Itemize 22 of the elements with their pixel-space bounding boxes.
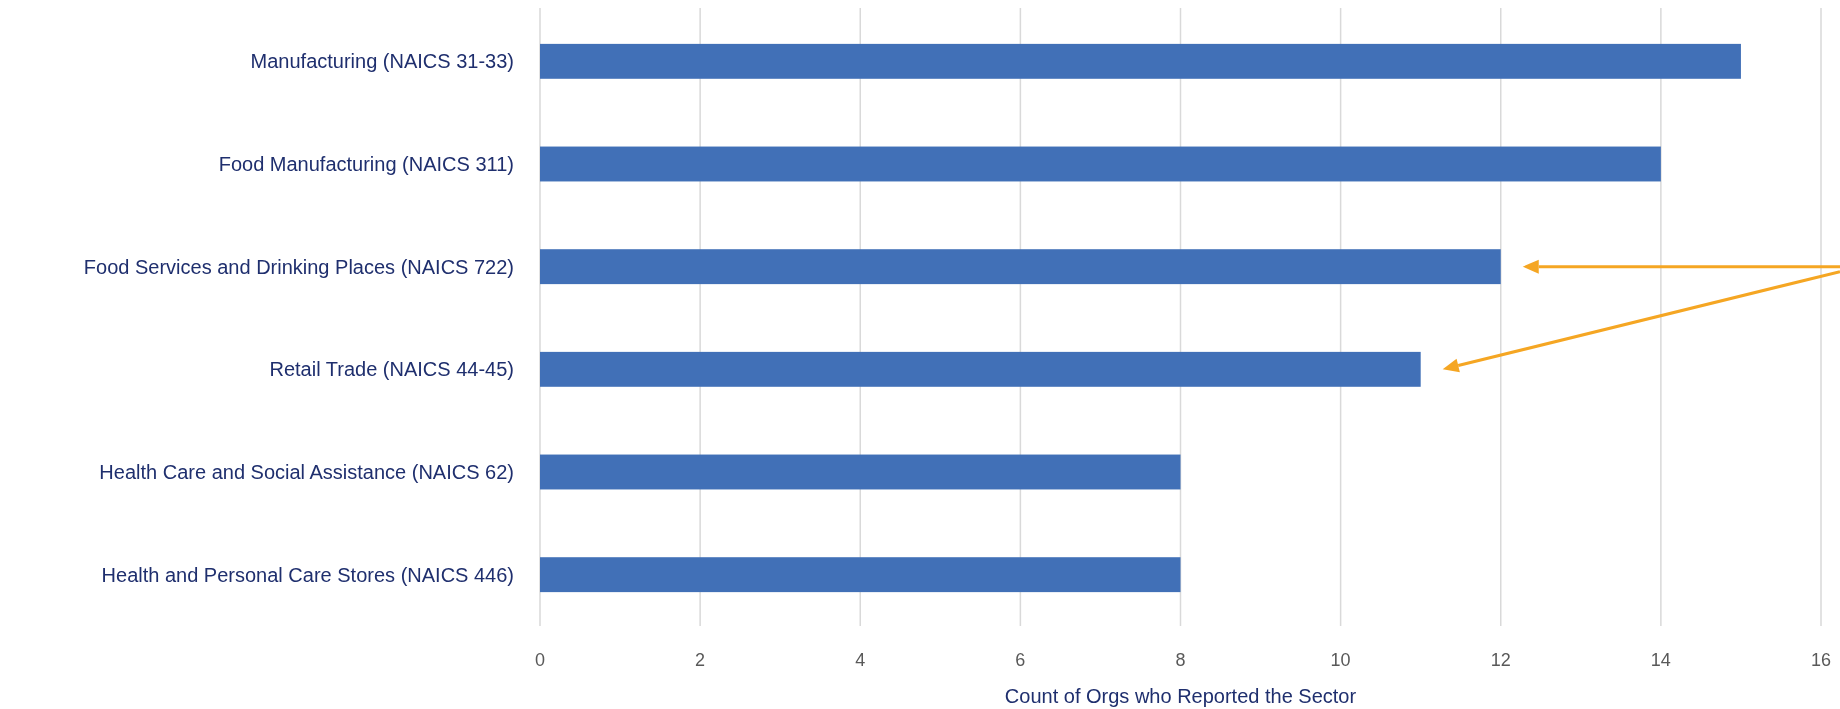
x-tick-label: 16 (1810, 650, 1832, 670)
bar (540, 351, 1421, 387)
bar (540, 146, 1661, 182)
x-tick-label: 0 (534, 650, 546, 670)
bar (540, 557, 1181, 593)
x-tick-label: 10 (1330, 650, 1351, 670)
x-tick-label: 8 (1175, 650, 1186, 670)
x-tick-label: 14 (1650, 650, 1671, 670)
bar (540, 249, 1501, 285)
y-tick-label: Food Manufacturing (NAICS 311) (218, 153, 514, 175)
x-tick-label: 4 (855, 650, 866, 670)
x-tick-label: 2 (695, 650, 706, 670)
x-tick-label: 12 (1490, 650, 1511, 670)
y-tick-label: Manufacturing (NAICS 31-33) (250, 50, 514, 73)
x-tick-label: 6 (1015, 650, 1026, 670)
y-tick-label: Health Care and Social Assistance (NAICS 62) (99, 461, 514, 483)
x-axis-title: Count of Orgs who Reported the Sector (1004, 685, 1357, 707)
y-tick-label: Health and Personal Care Stores (NAICS 446) (101, 563, 514, 586)
bar (540, 454, 1181, 490)
y-tick-label: Retail Trade (NAICS 44-45) (269, 358, 514, 381)
y-tick-label: Food Services and Drinking Places (NAICS 722) (83, 255, 514, 278)
bar (540, 43, 1741, 79)
